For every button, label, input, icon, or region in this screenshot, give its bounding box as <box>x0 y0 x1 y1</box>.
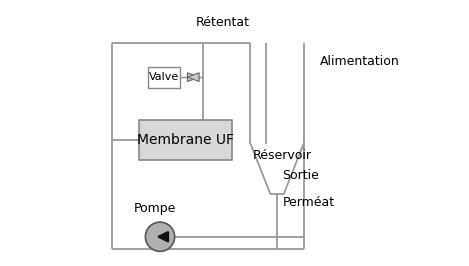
Polygon shape <box>188 73 199 81</box>
Polygon shape <box>188 73 199 81</box>
Text: Valve: Valve <box>149 72 179 82</box>
Text: Rétentat: Rétentat <box>196 16 250 29</box>
Text: Alimentation: Alimentation <box>319 55 400 68</box>
Text: Réservoir: Réservoir <box>253 149 312 162</box>
FancyBboxPatch shape <box>139 120 232 160</box>
Text: Sortie: Sortie <box>282 169 319 182</box>
Circle shape <box>145 222 174 251</box>
Text: Pompe: Pompe <box>134 202 176 215</box>
Text: Perméat: Perméat <box>282 196 334 209</box>
FancyBboxPatch shape <box>148 66 180 88</box>
Text: Membrane UF: Membrane UF <box>137 133 234 147</box>
